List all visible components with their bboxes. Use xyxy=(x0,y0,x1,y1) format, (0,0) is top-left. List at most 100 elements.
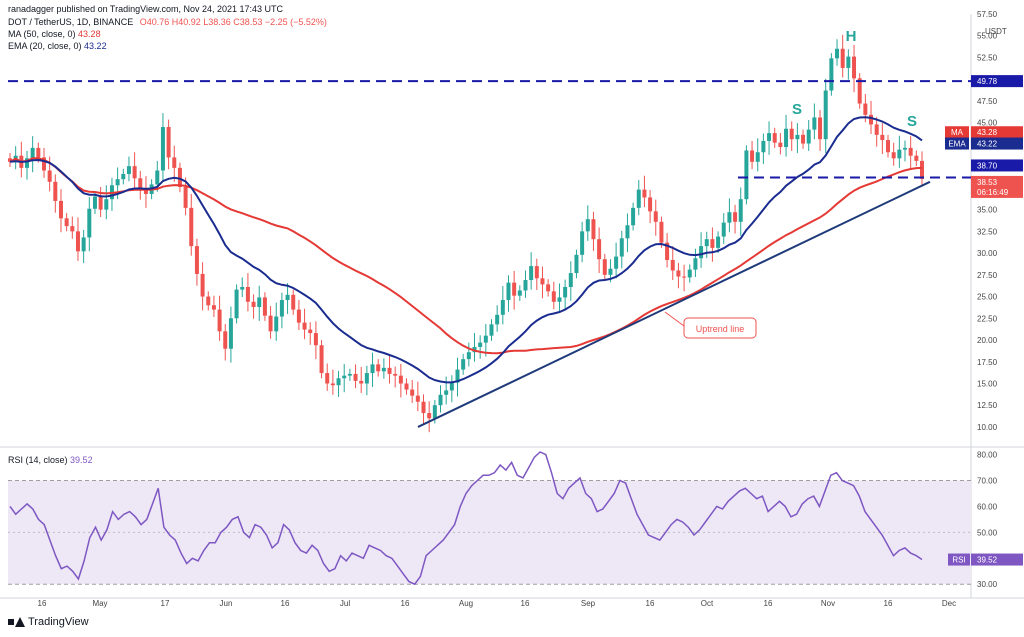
left-shoulder-label: S xyxy=(792,101,802,118)
candle-body xyxy=(602,259,607,275)
candle-body xyxy=(478,342,483,347)
price-tick-label: 57.50 xyxy=(977,10,998,19)
ma-tag-value-bg xyxy=(971,126,1023,139)
candle-body xyxy=(353,373,358,381)
time-tick-label: 16 xyxy=(884,599,893,608)
rsi-legend: RSI (14, close) 39.52 xyxy=(8,455,93,465)
candle-body xyxy=(653,211,658,222)
rsi-tag-value: 39.52 xyxy=(977,556,998,565)
candle-body xyxy=(183,187,188,208)
candle-body xyxy=(240,286,245,290)
price-tick-label: 55.00 xyxy=(977,32,998,41)
rsi-tick-label: 60.00 xyxy=(977,502,998,511)
candle-body xyxy=(693,258,698,270)
candle-body xyxy=(772,133,777,143)
candle-body xyxy=(421,401,426,414)
ma50-line xyxy=(9,157,923,355)
candle-body xyxy=(591,219,596,240)
candle-body xyxy=(682,276,687,278)
candle-body xyxy=(268,315,273,332)
candle-body xyxy=(217,309,222,332)
ma-legend-label: MA (50, close, 0) xyxy=(8,29,76,39)
candle-body xyxy=(58,200,63,219)
time-tick-label: Jul xyxy=(340,599,350,608)
candle-body xyxy=(784,128,789,148)
candle-body xyxy=(415,395,420,402)
price-tick-label: 35.00 xyxy=(977,206,998,215)
candle-body xyxy=(36,147,41,158)
candle-body xyxy=(81,237,86,252)
candle-body xyxy=(75,231,80,252)
ohlc-values: O40.76 H40.92 L38.36 C38.53 −2.25 (−5.52… xyxy=(139,17,327,27)
rsi-tick-label: 50.00 xyxy=(977,528,998,537)
candle-body xyxy=(410,389,415,396)
time-tick-label: 16 xyxy=(38,599,47,608)
time-tick-label: 16 xyxy=(764,599,773,608)
candle-body xyxy=(211,305,216,310)
resistance-tag: 49.78 xyxy=(971,75,1023,88)
price-tick-label: 32.50 xyxy=(977,227,998,236)
price-tick-label: 45.00 xyxy=(977,119,998,128)
rsi-legend-value: 39.52 xyxy=(70,455,93,465)
candle-body xyxy=(370,364,375,374)
candle-body xyxy=(194,246,199,274)
candle-body xyxy=(155,170,160,185)
candle-body xyxy=(908,147,913,156)
time-tick-label: May xyxy=(92,599,107,608)
candle-body xyxy=(251,301,256,307)
candle-body xyxy=(574,254,579,274)
ma-legend: MA (50, close, 0) 43.28 xyxy=(8,29,101,39)
candle-body xyxy=(466,352,471,360)
time-tick-label: 17 xyxy=(161,599,170,608)
candle-body xyxy=(126,166,131,174)
candle-body xyxy=(359,380,364,384)
candle-body xyxy=(427,413,432,419)
candle-body xyxy=(534,266,539,279)
price-tick-label: 27.50 xyxy=(977,271,998,280)
last-price-bg xyxy=(971,175,1023,198)
candle-body xyxy=(132,166,137,179)
rsi-tag-name-bg xyxy=(948,553,970,566)
candle-body xyxy=(274,316,279,332)
candle-body xyxy=(806,129,811,144)
candle-body xyxy=(750,150,755,162)
candle-body xyxy=(166,127,171,158)
candle-body xyxy=(512,282,517,296)
price-tick-label: 22.50 xyxy=(977,314,998,323)
candle-body xyxy=(727,212,732,223)
candle-body xyxy=(319,345,324,374)
candle-body xyxy=(563,286,568,298)
candle-body xyxy=(568,273,573,287)
candle-body xyxy=(336,378,341,386)
candle-body xyxy=(302,322,307,330)
candle-body xyxy=(840,48,845,68)
time-tick-label: Nov xyxy=(821,599,835,608)
support-tag-value-bg xyxy=(971,159,1023,172)
candle-body xyxy=(449,382,454,391)
candle-body xyxy=(393,373,398,376)
candle-body xyxy=(444,390,449,395)
last-price-countdown: 06:16:49 xyxy=(977,188,1009,197)
candle-body xyxy=(812,117,817,130)
ma-tag-name-bg xyxy=(945,126,969,139)
candle-body xyxy=(540,278,545,285)
candle-body xyxy=(631,207,636,226)
ema-tag: EMA 43.22 xyxy=(945,137,1023,150)
time-tick-label: Sep xyxy=(581,599,596,608)
candle-body xyxy=(387,367,392,374)
candle-body xyxy=(699,246,704,259)
candle-body xyxy=(98,196,103,210)
uptrend-callout-pointer xyxy=(664,311,685,327)
candle-body xyxy=(823,90,828,140)
ema-tag-name: EMA xyxy=(948,140,966,149)
rsi-legend-label: RSI (14, close) xyxy=(8,455,68,465)
candle-body xyxy=(291,294,296,310)
rsi-tick-label: 80.00 xyxy=(977,451,998,460)
candle-body xyxy=(455,369,460,383)
ma-tag: MA 43.28 xyxy=(945,126,1023,139)
candle-body xyxy=(404,383,409,390)
candle-body xyxy=(296,309,301,323)
price-tick-label: 25.00 xyxy=(977,293,998,302)
